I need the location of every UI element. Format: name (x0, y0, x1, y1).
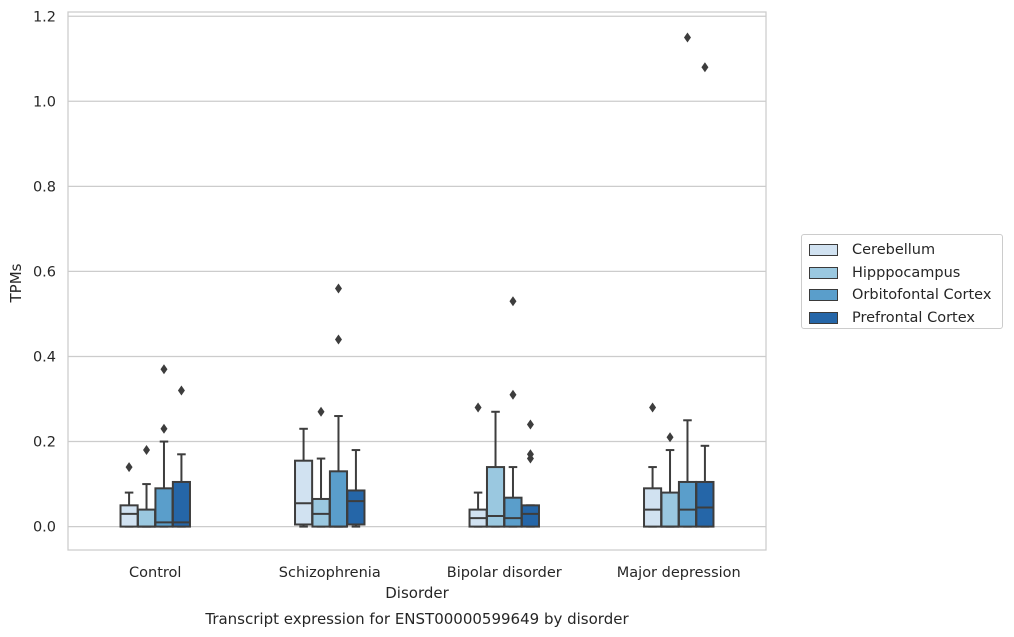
y-tick-label: 0.6 (33, 264, 56, 280)
box (520, 504, 540, 528)
legend-swatch (809, 244, 838, 257)
outlier-point (474, 402, 482, 413)
legend-swatch (809, 311, 838, 324)
legend-label: Cerebellum (852, 242, 936, 259)
outlier-point (160, 423, 168, 434)
box-group (294, 427, 314, 528)
legend-item: Prefrontal Cortex (809, 307, 1002, 330)
box (119, 504, 139, 528)
box-plot-boxes (119, 32, 715, 528)
x-axis-label: Disorder (385, 584, 449, 602)
box-group (346, 449, 366, 528)
box-group (154, 364, 174, 528)
y-tick-label: 1.2 (33, 9, 56, 25)
y-tick-label: 0.4 (33, 349, 56, 365)
box (171, 480, 191, 528)
outlier-point (334, 283, 342, 294)
box-group (520, 419, 540, 528)
box (695, 480, 715, 528)
outlier-point (509, 296, 517, 307)
outlier-point (526, 419, 534, 430)
box-group (677, 32, 698, 528)
y-tick-label: 1.0 (33, 94, 56, 110)
y-axis-label: TPMs (7, 263, 25, 303)
box-group (171, 385, 191, 528)
y-tick-label: 0.2 (33, 435, 56, 451)
outlier-point (160, 364, 168, 375)
box (294, 459, 314, 526)
x-tick-label: Schizophrenia (279, 565, 381, 581)
chart-caption: Transcript expression for ENST0000059964… (204, 610, 629, 628)
outlier-point (177, 385, 185, 396)
box (346, 489, 366, 526)
box (328, 470, 349, 528)
outlier-point (125, 462, 133, 473)
legend-swatch (809, 266, 838, 279)
box-group (468, 402, 488, 528)
outlier-point (701, 62, 709, 73)
outlier-point (649, 402, 657, 413)
outlier-point (509, 389, 517, 400)
box-group (311, 406, 331, 528)
box-group (328, 283, 349, 528)
legend: Cerebellum Hipppocampus Orbitofontal Corte… (801, 234, 1003, 329)
box-group (695, 62, 715, 528)
box-group (643, 402, 663, 528)
box-group (119, 462, 139, 528)
legend-item: Cerebellum (809, 239, 1002, 262)
box (643, 487, 663, 528)
legend-item: Orbitofontal Cortex (809, 284, 1002, 307)
legend-label: Orbitofontal Cortex (852, 287, 992, 304)
box-group (136, 445, 157, 528)
x-tick-label: Bipolar disorder (447, 565, 562, 581)
plot-area-frame (67, 11, 767, 551)
box-group (485, 410, 506, 528)
box (311, 497, 331, 528)
box-group (503, 296, 523, 528)
x-tick-label: Major depression (617, 565, 741, 581)
outlier-point (666, 432, 674, 443)
x-tick-label: Control (129, 565, 181, 581)
box (503, 496, 523, 528)
box (136, 508, 157, 528)
box (677, 480, 698, 528)
legend-swatch (809, 289, 838, 302)
legend-item: Hipppocampus (809, 262, 1002, 285)
outlier-point (317, 406, 325, 417)
outlier-point (334, 334, 342, 345)
y-axis-ticks: 0.0 0.2 0.4 0.6 0.8 1.0 1.2 (33, 9, 56, 535)
legend-label: Prefrontal Cortex (852, 309, 975, 326)
y-tick-label: 0.0 (33, 520, 56, 536)
y-tick-label: 0.8 (33, 179, 56, 195)
box (154, 487, 174, 528)
grid-lines (68, 15, 766, 528)
box (660, 491, 680, 528)
legend-label: Hipppocampus (852, 264, 961, 281)
box-group (660, 432, 680, 528)
box (485, 466, 506, 528)
x-axis-ticks: Control Schizophrenia Bipolar disorder Majo… (129, 565, 741, 581)
outlier-point (683, 32, 691, 43)
outlier-point (143, 445, 151, 456)
outlier-point (526, 449, 534, 460)
